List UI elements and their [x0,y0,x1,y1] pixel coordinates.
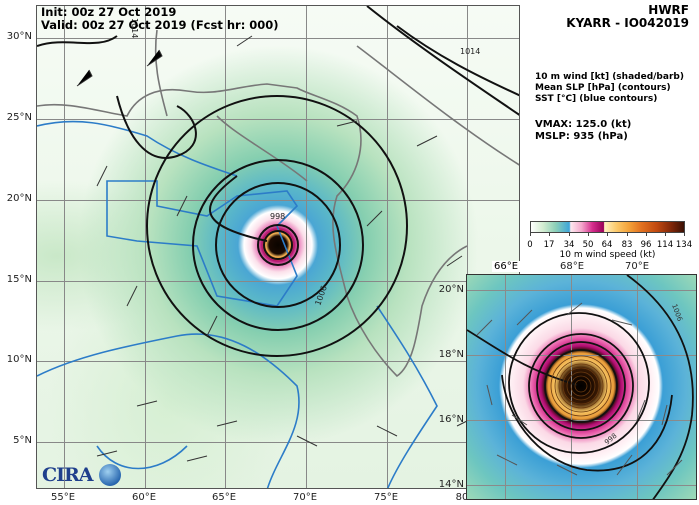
lat-label-30n: 30°N [6,31,32,42]
wind-barbs [76,35,478,462]
inset-overlays: 1006 998 [467,275,694,499]
gridline-80e [467,6,468,488]
slp-label-1006: 1006 [313,284,328,306]
vmax-value: VMAX: 125.0 (kt) [535,119,632,130]
inset-gridline-66e [505,275,506,499]
inset-zoom-map: 1006 998 [466,274,697,500]
legend-sst: SST [°C] (blue contours) [535,94,658,104]
lat-label-15n: 15°N [6,274,32,285]
lat-label-5n: 5°N [13,435,32,446]
cira-logo-text: CIRA [42,464,94,486]
inset-gridline-18n [467,355,696,356]
legend-slp: Mean SLP [hPa] (contours) [535,83,671,93]
inset-lat-14n: 14°N [438,479,464,490]
colorbar-label: 10 m wind speed (kt) [559,250,656,260]
lat-label-25n: 25°N [6,112,32,123]
inset-lat-20n: 20°N [438,284,464,295]
gridline-70e [306,6,307,488]
gridline-25n [37,119,519,120]
main-map: 998 1006 1014 1014 [36,5,520,489]
inset-inner-contours [550,355,612,417]
gridline-65e [225,6,226,488]
map-overlays: 998 1006 1014 1014 [37,6,519,488]
forecast-header: Init: 00z 27 Oct 2019 Valid: 00z 27 Oct … [41,6,279,32]
inset-slp-contours [467,275,694,499]
storm-id: KYARR - IO042019 [566,16,689,30]
lon-label-65e: 65°E [211,492,237,503]
legend-wind: 10 m wind [kt] (shaded/barb) [535,72,684,82]
lon-label-70e: 70°E [292,492,318,503]
colorbar-tick-134: 134 [675,240,693,250]
inset-lat-18n: 18°N [438,349,464,360]
colorbar-tick-64: 64 [601,240,613,250]
model-name: HWRF [648,3,689,17]
colorbar-tick-83: 83 [621,240,633,250]
colorbar-tick-17: 17 [543,240,555,250]
inset-wind-barbs [476,302,683,476]
inset-gridline-16n [467,420,696,421]
inset-gridline-68e [571,275,572,499]
inset-lon-68e: 68°E [559,261,585,272]
inset-gridline-20n [467,290,696,291]
colorbar-tick-96: 96 [640,240,652,250]
colorbar-tick-114: 114 [656,240,674,250]
stats-block: VMAX: 125.0 (kt) MSLP: 935 (hPa) [535,119,699,143]
valid-time: Valid: 00z 27 Oct 2019 (Fcst hr: 000) [41,18,279,32]
lon-label-80e: 80 [455,492,469,503]
lat-label-20n: 20°N [6,193,32,204]
inset-lon-66e: 66°E [492,261,521,272]
slp-label-1014-b: 1014 [130,18,139,38]
colorbar-tick-0: 0 [527,240,533,250]
inset-gridline-70e [637,275,638,499]
legend-block: 10 m wind [kt] (shaded/barb) Mean SLP [h… [535,72,699,105]
gridline-60e [145,6,146,488]
mslp-value: MSLP: 935 (hPa) [535,131,628,142]
gridline-20n [37,200,519,201]
colorbar-tick-34: 34 [563,240,575,250]
gridline-5n [37,442,519,443]
coastline [37,29,519,378]
globe-icon [98,464,121,486]
gridline-75e [387,6,388,488]
lat-label-10n: 10°N [6,354,32,365]
inset-gridline-14n [467,485,696,486]
gridline-15n [37,281,519,282]
wind-colorbar [530,221,685,233]
lon-label-60e: 60°E [131,492,157,503]
cira-logo: CIRA [42,464,121,486]
slp-label-1014: 1014 [460,47,480,56]
gridline-10n [37,361,519,362]
slp-contours [37,6,519,357]
init-time: Init: 00z 27 Oct 2019 [41,5,177,19]
gridline-55e [64,6,65,488]
gridline-30n [37,38,519,39]
inset-lat-16n: 16°N [438,414,464,425]
inset-label-998: 998 [603,432,618,447]
lon-label-55e: 55°E [50,492,76,503]
lon-label-75e: 75°E [373,492,399,503]
inset-label-1006: 1006 [670,303,684,323]
inset-lon-70e: 70°E [624,261,650,272]
info-panel: HWRF KYARR - IO042019 10 m wind [kt] (sh… [523,0,699,143]
colorbar-tick-50: 50 [582,240,594,250]
slp-label-998: 998 [270,212,285,221]
